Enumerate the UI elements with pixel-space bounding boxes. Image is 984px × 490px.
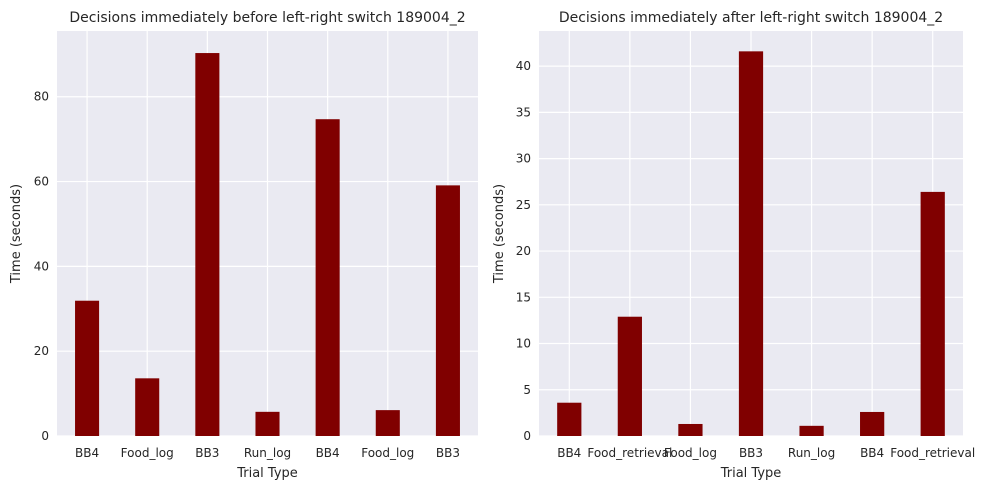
bar-BB3	[738, 51, 764, 436]
bar-BB4	[557, 402, 582, 436]
bar-Run_log	[255, 411, 280, 436]
x-tick-label: Food_log	[664, 446, 717, 460]
y-tick-label: 40	[516, 59, 531, 73]
x-tick-label: Food_log	[361, 446, 414, 460]
x-tick-label: BB4	[860, 446, 884, 460]
y-tick-label: 30	[516, 152, 531, 166]
bar-Run_log	[799, 425, 824, 436]
x-tick-label: BB4	[557, 446, 581, 460]
bar-BB3	[195, 53, 220, 436]
chart-title: Decisions immediately after left-right s…	[559, 10, 943, 26]
bar-BB4	[75, 300, 100, 436]
y-tick-label: 0	[523, 429, 531, 443]
bar-Food_retrieval	[617, 316, 642, 436]
x-tick-label: BB3	[436, 446, 460, 460]
y-tick-label: 20	[34, 344, 49, 358]
x-tick-label: Food_log	[121, 446, 174, 460]
x-axis-label: Trial Type	[236, 466, 298, 481]
y-tick-label: 5	[523, 383, 531, 397]
x-tick-label: BB4	[316, 446, 340, 460]
bar-Food_log	[135, 378, 160, 436]
x-tick-label: BB4	[75, 446, 99, 460]
x-tick-label: BB3	[195, 446, 219, 460]
bar-BB4	[315, 119, 340, 437]
y-tick-label: 0	[41, 429, 49, 443]
bar-Food_log	[375, 410, 400, 436]
y-tick-label: 80	[34, 90, 49, 104]
y-tick-label: 35	[516, 105, 531, 119]
x-tick-label: Food_retrieval	[890, 446, 975, 460]
chart-1: 0 20 40 60 80 BB4 Food_log BB3 Run_log BB4 Food_lo…	[9, 10, 478, 481]
y-axis-label: Time (seconds)	[492, 184, 507, 284]
x-axis-label: Trial Type	[720, 466, 782, 481]
bar-BB4	[860, 411, 885, 436]
bar-Food_retrieval	[920, 191, 945, 436]
y-tick-label: 10	[516, 337, 531, 351]
y-tick-label: 60	[34, 175, 49, 189]
y-tick-label: 40	[34, 259, 49, 273]
x-tick-label: Run_log	[244, 446, 291, 460]
bar-Food_log	[678, 423, 703, 436]
y-tick-label: 25	[516, 198, 531, 212]
x-tick-label: Food_retrieval	[587, 446, 672, 460]
x-tick-label: Run_log	[788, 446, 835, 460]
bar-BB3	[435, 185, 460, 436]
x-tick-label: BB3	[739, 446, 763, 460]
y-axis-label: Time (seconds)	[9, 184, 24, 284]
y-tick-label: 20	[516, 244, 531, 258]
y-tick-label: 15	[516, 290, 531, 304]
chart-title: Decisions immediately before left-right …	[69, 10, 465, 26]
